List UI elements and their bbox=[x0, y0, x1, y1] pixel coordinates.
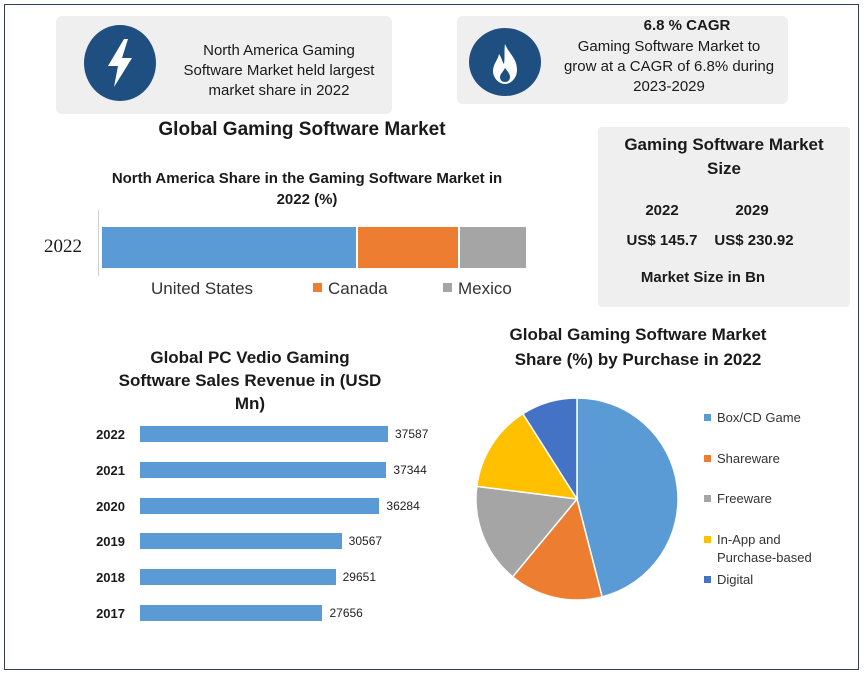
pie-legend-swatch bbox=[704, 414, 711, 421]
pie-slice-box-cd-game bbox=[576, 397, 679, 598]
revenue-value-label: 29651 bbox=[342, 570, 376, 585]
card-left-line-3: market share in 2022 bbox=[208, 82, 350, 99]
pie-title-line-1: Global Gaming Software Market bbox=[509, 325, 767, 344]
pie-chart bbox=[475, 397, 679, 601]
pie-legend-item: Shareware bbox=[704, 450, 780, 468]
revenue-year-label: 2020 bbox=[96, 498, 125, 514]
card-right-line-2: grow at a CAGR of 6.8% during bbox=[563, 58, 775, 75]
legend-united-states: United States bbox=[151, 279, 253, 299]
na-share-chart-title: North America Share in the Gaming Softwa… bbox=[60, 168, 554, 210]
stacked-bar-united-states bbox=[102, 227, 356, 268]
legend-mexico: Mexico bbox=[443, 279, 512, 299]
legend-mexico-swatch bbox=[443, 283, 452, 292]
card-right-line-3: 2023-2029 bbox=[633, 78, 705, 95]
card-right-line-1: Gaming Software Market to bbox=[577, 38, 761, 55]
revenue-value-label: 30567 bbox=[348, 534, 383, 549]
revenue-title-line-2: Software Sales Revenue in (USD bbox=[118, 371, 382, 390]
na-share-title-line-1: North America Share in the Gaming Softwa… bbox=[111, 170, 503, 187]
pie-legend-swatch bbox=[704, 495, 711, 502]
pie-legend-label: Purchase-based bbox=[717, 550, 812, 565]
na-share-title-line-2: 2022 (%) bbox=[276, 191, 338, 208]
legend-canada-label: Canada bbox=[328, 279, 388, 298]
pie-legend-item: Freeware bbox=[704, 490, 772, 508]
north-america-card-text: North America Gaming Software Market hel… bbox=[166, 41, 392, 101]
market-size-title-line-2: Size bbox=[706, 159, 742, 178]
legend-mexico-label: Mexico bbox=[458, 279, 512, 298]
stacked-bar-mexico bbox=[460, 227, 526, 268]
revenue-year-label: 2022 bbox=[96, 427, 125, 442]
revenue-bar bbox=[140, 605, 323, 621]
market-size-title: Gaming Software Market Size bbox=[598, 133, 850, 181]
revenue-title-line-1: Global PC Vedio Gaming bbox=[150, 348, 350, 367]
market-size-year-2022: 2022 bbox=[645, 202, 679, 219]
revenue-title-line-3: Mn) bbox=[234, 394, 266, 413]
revenue-chart-title: Global PC Vedio Gaming Software Sales Re… bbox=[100, 346, 400, 415]
legend-united-states-label: United States bbox=[151, 279, 254, 298]
pie-legend-label: Freeware bbox=[717, 491, 772, 506]
market-size-unit: Market Size in Bn bbox=[640, 269, 766, 286]
pie-legend-label: Digital bbox=[717, 572, 754, 587]
market-size-value-2029: US$ 230.92 bbox=[714, 232, 794, 249]
pie-slice-in-app-and-purchase-based bbox=[475, 412, 579, 500]
lightning-bolt-icon bbox=[84, 25, 156, 101]
revenue-value-label: 37587 bbox=[395, 427, 429, 441]
revenue-value-label: 36284 bbox=[386, 498, 420, 513]
revenue-value-label: 27656 bbox=[329, 606, 363, 620]
na-share-bar-area bbox=[102, 227, 528, 268]
legend-canada-swatch bbox=[313, 283, 322, 292]
pie-legend-label: Shareware bbox=[717, 451, 780, 466]
market-size-title-line-1: Gaming Software Market bbox=[624, 135, 824, 154]
pie-slice-freeware bbox=[475, 485, 579, 578]
na-share-y-axis bbox=[98, 210, 99, 276]
revenue-bar bbox=[140, 533, 342, 550]
pie-legend-swatch bbox=[704, 576, 711, 583]
revenue-year-label: 2017 bbox=[96, 606, 125, 621]
revenue-year-label: 2019 bbox=[96, 534, 125, 550]
pie-chart-title: Global Gaming Software Market Share (%) … bbox=[478, 322, 798, 372]
pie-legend: Box/CD Game Shareware Freeware In-App and Pu… bbox=[704, 400, 854, 600]
pie-slice-digital bbox=[521, 397, 578, 502]
revenue-bar bbox=[140, 497, 380, 514]
market-size-value-2022: US$ 145.7 bbox=[626, 232, 698, 249]
pie-title-line-2: Share (%) by Purchase in 2022 bbox=[514, 350, 762, 369]
pie-legend-item: In-App and Purchase-based bbox=[704, 531, 812, 567]
revenue-bar bbox=[140, 426, 388, 442]
market-size-year-2029: 2029 bbox=[735, 202, 769, 219]
pie-legend-item: Digital bbox=[704, 571, 753, 589]
revenue-bar bbox=[140, 461, 387, 478]
pie-legend-label: Box/CD Game bbox=[717, 410, 801, 425]
pie-slice-shareware bbox=[511, 497, 604, 601]
revenue-year-label: 2021 bbox=[96, 462, 125, 478]
cagr-card-text: Gaming Software Market to grow at a CAGR… bbox=[553, 37, 785, 97]
pie-legend-item: Box/CD Game bbox=[704, 409, 801, 427]
north-america-card: North America Gaming Software Market hel… bbox=[56, 16, 392, 114]
card-left-line-1: North America Gaming bbox=[203, 42, 355, 59]
pie-legend-swatch bbox=[704, 536, 711, 543]
stacked-bar-canada bbox=[358, 227, 458, 268]
revenue-bar bbox=[140, 569, 336, 586]
flame-icon bbox=[469, 28, 541, 96]
market-size-card: Gaming Software Market Size 2022 2029 US… bbox=[598, 127, 850, 307]
pie-legend-label: In-App and bbox=[717, 532, 781, 547]
revenue-year-label: 2018 bbox=[96, 570, 125, 586]
revenue-value-label: 37344 bbox=[393, 462, 427, 477]
cagr-card: 6.8 % CAGR Gaming Software Market to gro… bbox=[457, 16, 788, 104]
legend-canada: Canada bbox=[313, 279, 388, 299]
card-left-line-2: Software Market held largest bbox=[183, 62, 375, 79]
cagr-heading: 6.8 % CAGR bbox=[643, 17, 731, 34]
pie-legend-swatch bbox=[704, 455, 711, 462]
na-share-category-label: 2022 bbox=[44, 236, 82, 257]
main-title: Global Gaming Software Market bbox=[158, 119, 446, 140]
infographic-frame bbox=[4, 4, 859, 670]
